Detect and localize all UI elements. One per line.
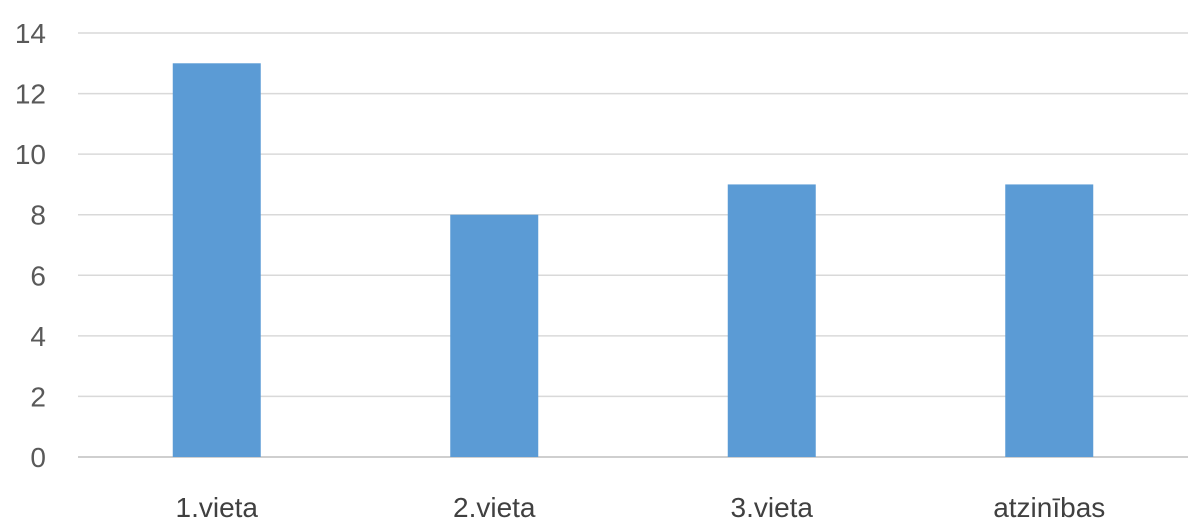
x-category-label: atzinības bbox=[993, 492, 1105, 523]
x-category-label: 3.vieta bbox=[731, 492, 814, 523]
y-tick-label: 10 bbox=[15, 139, 46, 170]
y-tick-label: 2 bbox=[30, 381, 46, 412]
bar bbox=[1005, 184, 1094, 457]
y-tick-label: 6 bbox=[30, 260, 46, 291]
y-tick-label: 12 bbox=[15, 79, 46, 110]
gridlines bbox=[78, 32, 1188, 458]
x-category-label: 2.vieta bbox=[453, 492, 536, 523]
y-tick-label: 0 bbox=[30, 442, 46, 473]
y-axis-ticks: 0 2 4 6 8 10 12 14 bbox=[15, 18, 46, 473]
bar bbox=[450, 214, 539, 457]
x-category-label: 1.vieta bbox=[176, 492, 259, 523]
bar bbox=[727, 184, 816, 457]
y-tick-label: 8 bbox=[30, 200, 46, 231]
y-tick-label: 14 bbox=[15, 18, 46, 49]
y-tick-label: 4 bbox=[30, 321, 46, 352]
bar bbox=[172, 63, 261, 458]
bars bbox=[172, 63, 1094, 458]
x-axis-labels: 1.vieta 2.vieta 3.vieta atzinības bbox=[176, 492, 1106, 523]
